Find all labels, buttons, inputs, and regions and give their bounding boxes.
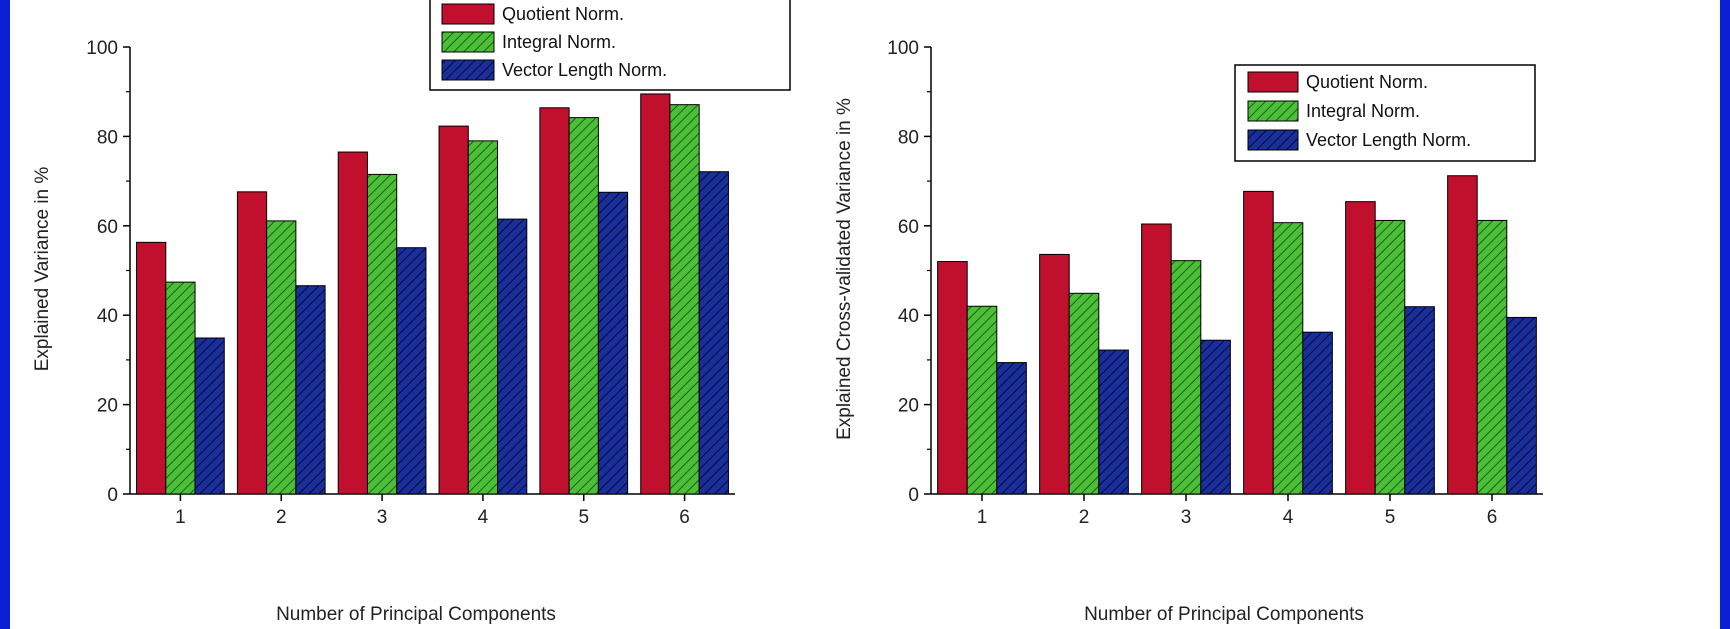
- y-tick-label: 40: [898, 306, 919, 327]
- chart-1: 0 20 40 60 80 100 1 2 3 4 5 6 Number of Principal C…: [32, 0, 791, 625]
- bar-integral-norm-6: [669, 104, 700, 495]
- bar-integral-norm-4: [1272, 222, 1304, 495]
- bar-quotient-norm-3: [337, 151, 368, 495]
- bar-vector-length-norm-5: [597, 191, 629, 495]
- bar-quotient-norm-6: [1447, 175, 1478, 495]
- x-tick-label: 6: [679, 507, 690, 528]
- bar-vector-length-norm-5: [1404, 306, 1435, 495]
- chart-1-tick-labels: 0 20 40 60 80 100 1 2 3 4 5 6: [86, 38, 690, 528]
- bar-quotient-norm-2: [236, 191, 268, 495]
- bar-vector-length-norm-2: [295, 285, 326, 495]
- bar-quotient-norm-3: [1141, 223, 1172, 495]
- y-tick-label: 80: [898, 127, 919, 148]
- chart-2-x-axis-title: Number of Principal Components: [1084, 604, 1364, 625]
- y-tick-label: 60: [898, 217, 919, 238]
- x-tick-label: 1: [175, 507, 186, 528]
- y-tick-label: 80: [97, 127, 118, 148]
- chart-1-legend-swatch-vector: [441, 59, 495, 81]
- chart-2: 0 20 40 60 80 100 1 2 3 4 5 6 Number of Principal C…: [834, 38, 1543, 625]
- bar-quotient-norm-1: [136, 241, 167, 495]
- bar-integral-norm-6: [1476, 219, 1508, 495]
- bar-vector-length-norm-6: [1506, 316, 1537, 495]
- bar-integral-norm-1: [165, 281, 196, 495]
- y-tick-label: 20: [898, 396, 919, 417]
- bar-quotient-norm-5: [539, 107, 570, 495]
- bar-vector-length-norm-1: [194, 337, 225, 495]
- bar-integral-norm-2: [1068, 292, 1100, 495]
- chart-2-legend: Quotient Norm. Integral Norm. Vector Len…: [1234, 64, 1536, 162]
- chart-2-legend-swatch-integral: [1247, 100, 1299, 122]
- chart-2-legend-swatch-vector: [1247, 129, 1299, 151]
- x-tick-label: 5: [1385, 507, 1396, 528]
- bar-integral-norm-1: [966, 305, 998, 495]
- x-tick-label: 6: [1487, 507, 1498, 528]
- chart-1-legend-label-integral: Integral Norm.: [502, 32, 616, 52]
- chart-1-legend-swatch-quotient: [441, 3, 495, 25]
- chart-2-bars: [937, 175, 1537, 495]
- chart-1-bars: [136, 93, 729, 495]
- x-tick-label: 4: [478, 507, 489, 528]
- bar-integral-norm-3: [1170, 260, 1202, 495]
- bar-quotient-norm-4: [1243, 190, 1274, 495]
- y-tick-label: 20: [97, 396, 118, 417]
- bar-integral-norm-2: [266, 220, 297, 495]
- bar-vector-length-norm-3: [1200, 339, 1231, 495]
- y-tick-label: 0: [908, 485, 919, 506]
- x-tick-label: 2: [276, 507, 287, 528]
- bar-integral-norm-4: [467, 140, 499, 495]
- bar-quotient-norm-5: [1345, 201, 1376, 495]
- chart-2-legend-swatch-quotient: [1247, 71, 1299, 93]
- chart-2-axes: [924, 46, 1543, 501]
- chart-2-legend-label-quotient: Quotient Norm.: [1306, 72, 1428, 92]
- y-tick-label: 60: [97, 217, 118, 238]
- chart-2-legend-label-integral: Integral Norm.: [1306, 101, 1420, 121]
- bar-vector-length-norm-1: [996, 362, 1027, 495]
- bar-quotient-norm-6: [640, 93, 671, 495]
- chart-1-legend-label-vector: Vector Length Norm.: [502, 60, 667, 80]
- x-tick-label: 5: [578, 507, 589, 528]
- bar-vector-length-norm-6: [698, 171, 729, 495]
- chart-1-x-axis-title: Number of Principal Components: [276, 604, 556, 625]
- figure-frame: 0 20 40 60 80 100 1 2 3 4 5 6 Number of Principal C…: [10, 0, 1720, 629]
- x-tick-label: 3: [377, 507, 388, 528]
- chart-1-legend-swatch-integral: [441, 31, 495, 53]
- chart-2-y-axis-title: Explained Cross-validated Variance in %: [834, 98, 855, 440]
- chart-1-y-axis-title: Explained Variance in %: [32, 167, 53, 372]
- x-tick-label: 4: [1283, 507, 1294, 528]
- bar-vector-length-norm-4: [497, 218, 528, 495]
- y-tick-label: 40: [97, 306, 118, 327]
- bar-integral-norm-5: [568, 117, 599, 495]
- bar-vector-length-norm-4: [1302, 331, 1333, 495]
- chart-1-legend-label-quotient: Quotient Norm.: [502, 4, 624, 24]
- y-tick-label: 100: [86, 38, 118, 59]
- y-tick-label: 100: [887, 38, 919, 59]
- bar-integral-norm-5: [1374, 219, 1406, 495]
- x-tick-label: 1: [977, 507, 988, 528]
- chart-1-legend: Quotient Norm. Integral Norm. Vector Len…: [429, 0, 791, 91]
- chart-2-tick-labels: 0 20 40 60 80 100 1 2 3 4 5 6: [887, 38, 1497, 528]
- bar-vector-length-norm-3: [396, 247, 427, 495]
- chart-1-axes: [123, 46, 735, 501]
- x-tick-label: 3: [1181, 507, 1192, 528]
- bar-vector-length-norm-2: [1098, 349, 1129, 495]
- bar-quotient-norm-4: [438, 125, 469, 495]
- chart-2-legend-label-vector: Vector Length Norm.: [1306, 130, 1471, 150]
- bar-quotient-norm-2: [1039, 253, 1070, 495]
- y-tick-label: 0: [107, 485, 118, 506]
- bar-integral-norm-3: [366, 173, 398, 495]
- x-tick-label: 2: [1079, 507, 1090, 528]
- bar-quotient-norm-1: [937, 261, 968, 495]
